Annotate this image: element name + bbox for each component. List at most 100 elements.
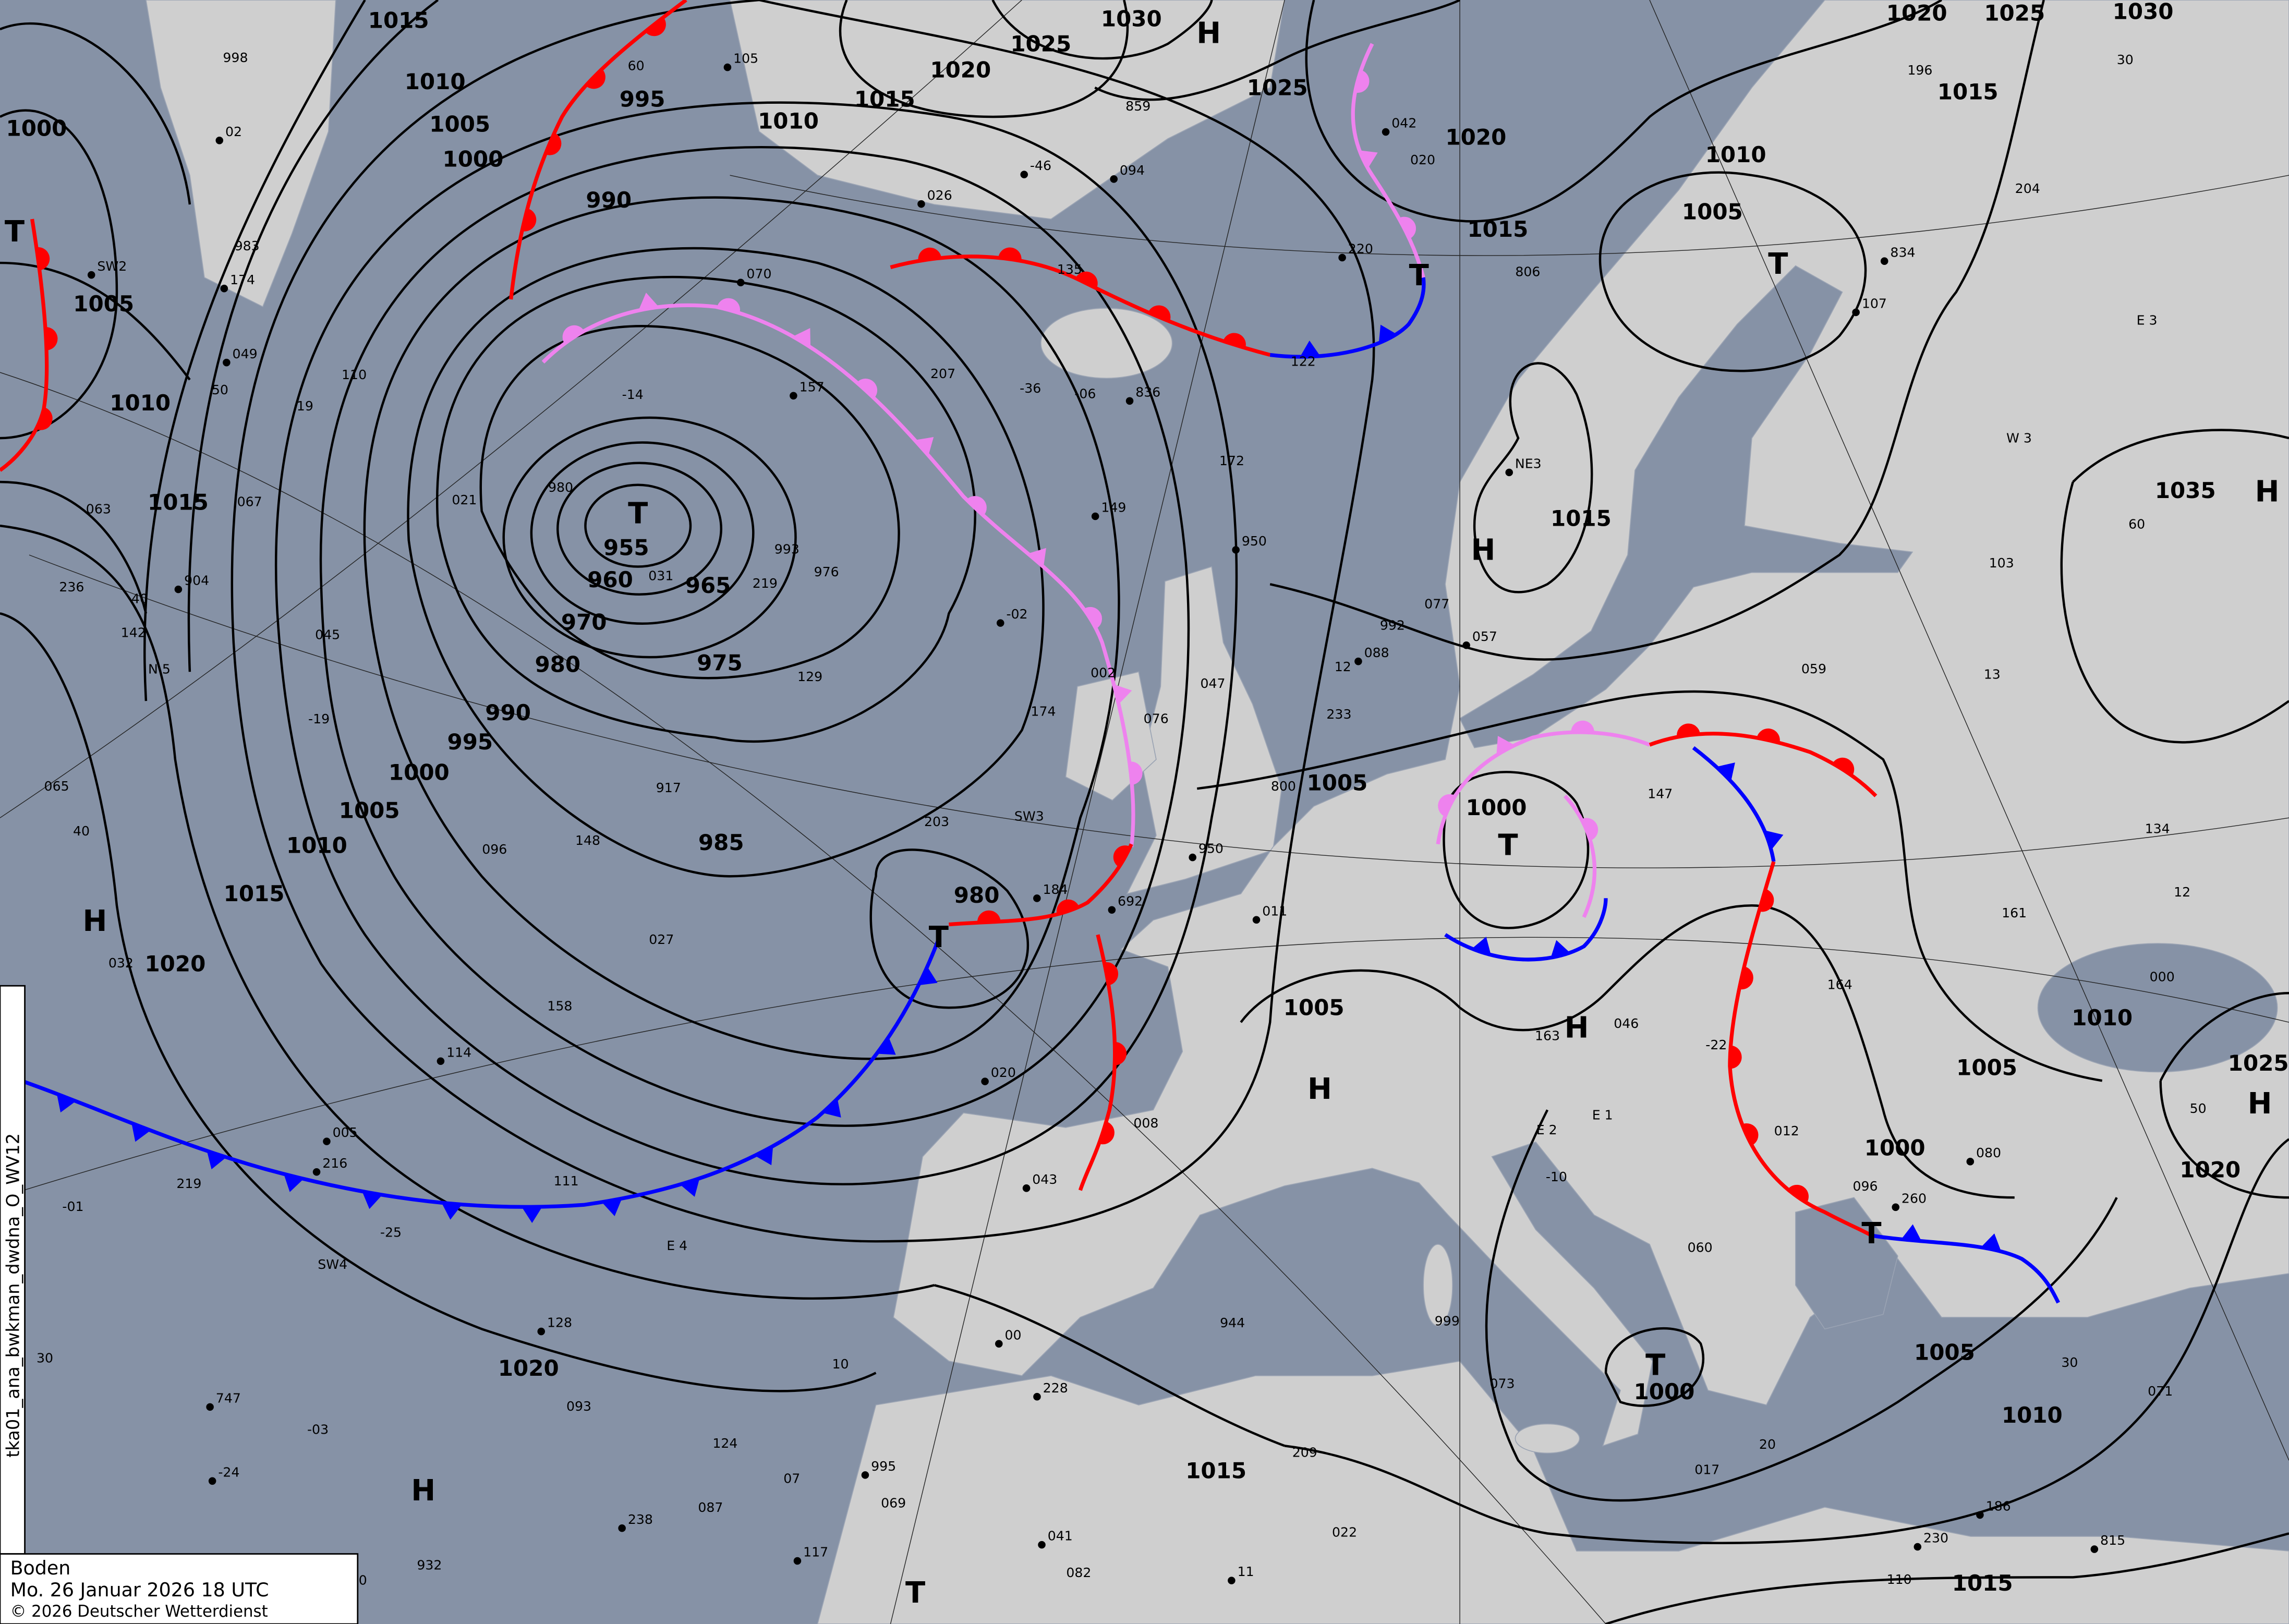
grid-label: 30 — [2117, 52, 2134, 67]
occluded-front — [1563, 794, 1597, 918]
grid-label: 10 — [832, 1356, 849, 1372]
isobar-label: 990 — [485, 700, 531, 725]
warm-front-semicircle — [36, 247, 50, 271]
station-cloud-cover-icon — [618, 1524, 626, 1532]
pressure-center-low: T — [1645, 1348, 1665, 1382]
occluded-front-symbol — [1084, 607, 1103, 629]
station-value: 060 — [1688, 1240, 1713, 1255]
isobar — [869, 849, 1030, 1009]
isobar — [1598, 171, 1867, 372]
station-cloud-cover-icon — [537, 1327, 546, 1336]
sea-aegean — [1795, 1197, 1898, 1330]
station-value: 995 — [871, 1459, 896, 1474]
station-value: 008 — [1133, 1116, 1158, 1131]
isobar — [407, 247, 1045, 878]
isobar — [1473, 362, 1593, 593]
isobar-label: 1000 — [1634, 1379, 1695, 1404]
isobar-label: 980 — [535, 651, 580, 677]
station-cloud-cover-icon — [208, 1477, 216, 1485]
station-cloud-cover-icon — [1852, 308, 1860, 317]
land-greenland — [729, 0, 1286, 220]
station-value: 834 — [1890, 245, 1915, 260]
station-cloud-cover-icon — [215, 137, 224, 144]
station-value: 174 — [230, 272, 255, 287]
station-value: 992 — [1380, 617, 1405, 633]
occluded-front-symbol — [793, 328, 811, 347]
station-value: 129 — [797, 669, 822, 684]
station-value: E 2 — [1536, 1122, 1557, 1137]
isobar-label: 1025 — [2228, 1050, 2289, 1076]
isobar-label: 1000 — [1466, 795, 1527, 820]
warm-front-semicircle — [977, 910, 1001, 923]
station-cloud-cover-icon — [1252, 916, 1261, 924]
station-value: 076 — [1144, 711, 1169, 726]
station-cloud-cover-icon — [1338, 253, 1346, 262]
map-title: Boden — [10, 1557, 71, 1579]
isobar — [275, 101, 1238, 1185]
station-value: 002 — [1091, 665, 1116, 680]
station-value: 12 — [2174, 884, 2190, 900]
station-value: 124 — [712, 1436, 737, 1451]
station-value: 041 — [1048, 1529, 1073, 1544]
cold-front-triangle — [680, 1178, 700, 1197]
station-value: 045 — [315, 627, 340, 642]
station-value: -14 — [622, 387, 644, 402]
pressure-center-high: H — [83, 904, 107, 938]
station-value: -03 — [307, 1422, 329, 1437]
warm-front-semicircle — [1223, 333, 1246, 348]
station-value: 021 — [452, 492, 477, 507]
station-value: 096 — [482, 842, 507, 857]
isobar-label: 995 — [620, 87, 665, 112]
occluded-front-symbol — [1496, 735, 1515, 755]
occluded-front-symbol — [1582, 818, 1598, 841]
station-value: 110 — [1887, 1572, 1912, 1587]
station-value: 011 — [1262, 903, 1287, 918]
isobar — [1284, 1138, 2289, 1545]
isobar — [0, 22, 191, 205]
pressure-center-high: H — [1307, 1072, 1332, 1106]
station-cloud-cover-icon — [1125, 397, 1134, 405]
isobar-label: 1030 — [1101, 6, 1162, 32]
station-value: 976 — [814, 564, 839, 579]
station-value: 147 — [1648, 786, 1673, 802]
land-arctic-islands — [146, 0, 336, 308]
isobar-label: 1010 — [405, 69, 466, 94]
cold-front-triangle — [601, 1198, 622, 1217]
isobar — [1443, 771, 1590, 929]
occluded-front-symbol — [1354, 69, 1370, 93]
isobar-label: 985 — [698, 830, 744, 855]
station-value: 800 — [1271, 779, 1296, 794]
station-value: 071 — [2148, 1384, 2173, 1399]
product-id-strip: tka01_ana_bwkman_dwdna_O_WV12 — [0, 985, 26, 1555]
cold-front-triangle — [1764, 830, 1784, 850]
station-value: 186 — [1986, 1499, 2011, 1514]
isobar — [1604, 1327, 1705, 1407]
occluded-front-symbol — [1399, 216, 1416, 239]
isobar-label: 1015 — [1467, 216, 1528, 242]
warm-front-semicircle — [1113, 845, 1131, 868]
station-cloud-cover-icon — [736, 278, 745, 287]
occluded-front — [1351, 43, 1425, 278]
grid-label: 60 — [628, 58, 645, 73]
isobar — [1094, 0, 1461, 101]
station-cloud-cover-icon — [1913, 1543, 1922, 1551]
occluded-front-symbol — [1129, 761, 1143, 785]
station-cloud-cover-icon — [1354, 657, 1362, 665]
station-value: 088 — [1364, 645, 1389, 660]
station-value: 983 — [235, 238, 260, 253]
station-value: -22 — [1705, 1037, 1727, 1052]
cold-front-triangle — [284, 1174, 304, 1192]
station-cloud-cover-icon — [312, 1168, 321, 1176]
station-cloud-cover-icon — [1033, 1392, 1041, 1401]
station-value: 806 — [1515, 264, 1540, 279]
isobar — [1240, 904, 2015, 1199]
valid-time: Mo. 26 Januar 2026 18 UTC — [10, 1579, 269, 1601]
station-value: 135 — [1057, 262, 1082, 277]
isobar-label: 1005 — [73, 291, 134, 317]
isobar-label: 1005 — [1956, 1055, 2017, 1080]
isobar-label: 1015 — [148, 490, 209, 515]
landmasses — [146, 0, 2289, 1624]
station-cloud-cover-icon — [1091, 512, 1099, 520]
isobar-label: 1020 — [1886, 0, 1947, 26]
